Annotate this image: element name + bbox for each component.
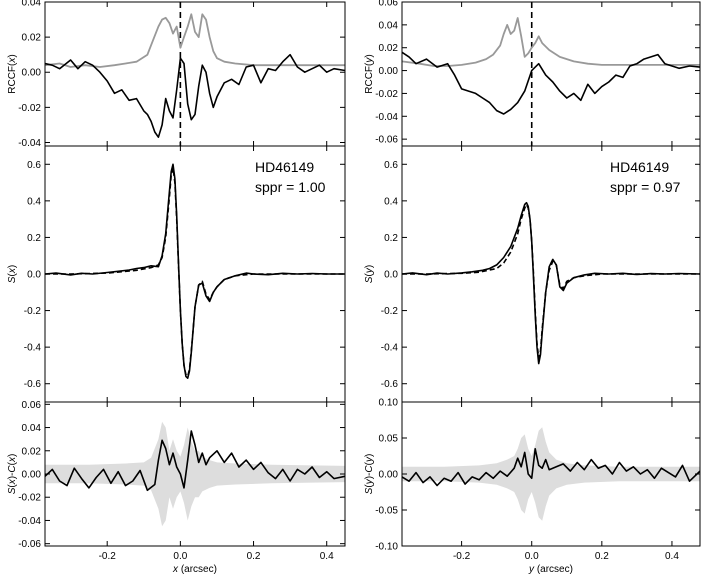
uncertainty-band xyxy=(45,421,345,527)
annotation-line: sppr = 0.97 xyxy=(610,179,681,195)
panel-left-2: -0.06 -0.04 -0.02 0.00 0.02 0.04 0.06 S(x)-C(x)… xyxy=(7,400,346,574)
y-tick-label: 0.04 xyxy=(379,20,399,31)
x-tick-label: -0.2 xyxy=(453,551,471,562)
x-tick-label: 0.4 xyxy=(665,551,679,562)
y-tick-label: -0.6 xyxy=(381,379,399,390)
series-line-0 xyxy=(402,203,700,359)
y-tick-label: 0.6 xyxy=(27,160,41,171)
plot-area xyxy=(402,201,700,365)
series-line-1 xyxy=(402,51,700,115)
panel-left-1: -0.6 -0.4 -0.2 0.0 0.2 0.4 0.6 S(x) HD46149 sppr … xyxy=(7,145,346,403)
plot-area xyxy=(402,2,700,146)
x-axis-label: x (arcsec) xyxy=(172,564,217,574)
panel-right-2: -0.10 -0.05 0.00 0.05 0.10 S(y)-C(y) -0.2 0.0 0.… xyxy=(364,398,701,574)
y-tick-label: 0.00 xyxy=(22,470,42,481)
y-tick-label: 0.00 xyxy=(379,66,399,77)
y-tick-label: 0.02 xyxy=(22,33,42,44)
y-tick-label: -0.4 xyxy=(24,343,42,354)
y-tick-label: 0.0 xyxy=(384,270,398,281)
y-tick-label: 0.00 xyxy=(22,68,42,79)
y-tick-label: 0.4 xyxy=(27,196,41,207)
y-tick-label: 0.04 xyxy=(22,423,42,434)
series-line-1 xyxy=(402,201,700,365)
panel-right-1: -0.6 -0.4 -0.2 0.0 0.2 0.4 0.6 S(y) HD46149 sppr … xyxy=(364,145,701,403)
y-tick-label: 0.02 xyxy=(22,446,42,457)
column-right: -0.06-0.04-0.020.000.020.040.06RCCF(y)-0… xyxy=(364,0,701,574)
y-tick-label: -0.6 xyxy=(24,379,42,390)
annotation-line: HD46149 xyxy=(610,159,669,175)
y-tick-label: 0.05 xyxy=(379,434,399,445)
x-axis-label: y (arcsec) xyxy=(528,564,573,574)
y-tick-label: 0.06 xyxy=(379,0,399,9)
y-tick-label: -0.05 xyxy=(375,506,398,517)
x-tick-label: -0.2 xyxy=(99,551,117,562)
y-tick-label: -0.02 xyxy=(18,103,41,114)
series-line-0 xyxy=(45,167,345,378)
plot-frame xyxy=(44,1,346,147)
y-axis-label: S(y)-C(y) xyxy=(364,454,375,495)
panel-left-0: -0.04 -0.02 0.00 0.02 0.04 RCCF(x) xyxy=(7,0,346,149)
y-tick-label: -0.04 xyxy=(18,138,41,149)
y-axis-label: S(y) xyxy=(364,265,375,283)
panel-right-0: -0.06 -0.04 -0.02 0.00 0.02 0.04 0.06 RCCF(y) xyxy=(364,0,701,147)
y-tick-label: -0.04 xyxy=(18,516,41,527)
y-tick-label: 0.6 xyxy=(384,160,398,171)
y-tick-label: 0.06 xyxy=(22,400,42,411)
y-tick-label: -0.06 xyxy=(18,539,41,550)
y-tick-label: -0.4 xyxy=(381,343,399,354)
y-tick-label: -0.02 xyxy=(18,493,41,504)
series-line-0 xyxy=(402,448,700,487)
y-tick-label: 0.4 xyxy=(384,196,398,207)
y-axis-label: S(x)-C(x) xyxy=(7,454,18,495)
y-tick-label: 0.00 xyxy=(379,470,399,481)
x-tick-label: 0.2 xyxy=(595,551,609,562)
y-axis-label: RCCF(x) xyxy=(7,54,18,93)
uncertainty-band xyxy=(402,427,700,521)
y-tick-label: -0.04 xyxy=(375,112,398,123)
series-line-1 xyxy=(45,163,345,379)
y-tick-label: 0.2 xyxy=(384,233,398,244)
x-tick-label: 0.0 xyxy=(525,551,539,562)
plot-area xyxy=(45,421,345,527)
y-tick-label: -0.06 xyxy=(375,135,398,146)
series-line-0 xyxy=(45,13,345,68)
plot-area xyxy=(45,2,345,146)
y-tick-label: 0.10 xyxy=(379,398,399,409)
series-line-1 xyxy=(45,53,345,138)
plot-area xyxy=(402,427,700,521)
y-tick-label: -0.2 xyxy=(381,306,399,317)
series-line-0 xyxy=(402,17,700,67)
y-tick-label: -0.2 xyxy=(24,306,42,317)
annotation-line: sppr = 1.00 xyxy=(255,179,326,195)
y-tick-label: 0.0 xyxy=(27,270,41,281)
x-tick-label: 0.0 xyxy=(173,551,187,562)
plot-frame xyxy=(401,1,701,147)
annotation-line: HD46149 xyxy=(255,159,314,175)
y-tick-label: 0.2 xyxy=(27,233,41,244)
y-axis-label: RCCF(y) xyxy=(364,54,375,93)
y-tick-label: -0.02 xyxy=(375,89,398,100)
x-tick-label: 0.2 xyxy=(247,551,261,562)
x-tick-label: 0.4 xyxy=(320,551,334,562)
y-axis-label: S(x) xyxy=(7,265,18,283)
y-tick-label: 0.04 xyxy=(22,0,42,9)
plot-area xyxy=(45,163,345,379)
series-line-0 xyxy=(45,430,345,492)
y-tick-label: -0.10 xyxy=(375,542,398,553)
column-left: -0.04-0.020.000.020.04RCCF(x)-0.6-0.4-0.… xyxy=(7,0,346,574)
y-tick-label: 0.02 xyxy=(379,43,399,54)
